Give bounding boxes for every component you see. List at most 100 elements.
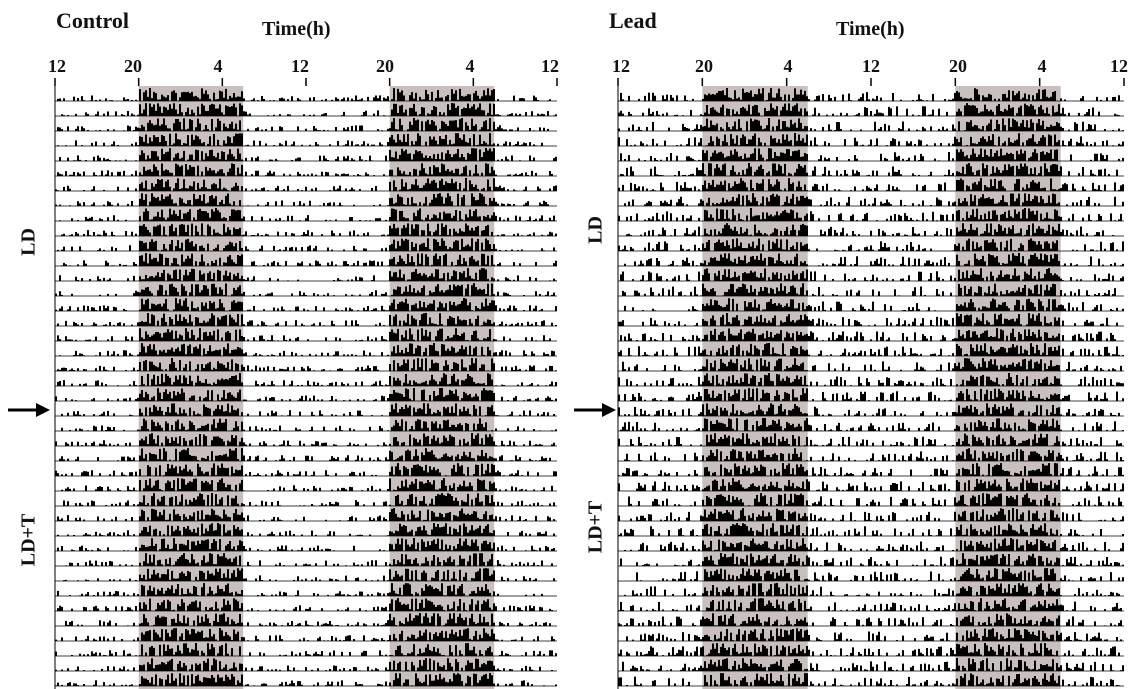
activity-bars (620, 328, 1116, 341)
dark-phase-band (138, 86, 244, 689)
day-row (618, 523, 1124, 537)
day-row (55, 238, 557, 252)
day-row (55, 163, 557, 177)
activity-bars (55, 388, 557, 401)
activity-bars (618, 433, 1122, 446)
day-row (618, 133, 1124, 147)
day-row (55, 583, 557, 597)
day-row (618, 538, 1124, 552)
activity-bars (57, 598, 553, 611)
activity-bars (57, 238, 555, 251)
x-tick-label: 12 (48, 56, 66, 76)
day-row (618, 208, 1124, 222)
activity-bars (620, 148, 1124, 161)
activity-bars (57, 118, 549, 131)
x-tick-label: 20 (376, 56, 394, 76)
activity-bars (618, 178, 1124, 191)
activity-bars (55, 643, 557, 656)
day-row (618, 673, 1124, 687)
day-row (55, 388, 557, 402)
activity-bars (618, 313, 1118, 326)
day-row (55, 223, 557, 237)
activity-bars (618, 673, 1120, 686)
activity-bars (624, 583, 1120, 596)
day-row (55, 418, 557, 432)
day-row (618, 358, 1124, 372)
activity-bars (626, 223, 1114, 236)
day-row (618, 553, 1124, 567)
activity-bars (618, 133, 1124, 146)
activity-bars (624, 253, 1124, 266)
activity-bars (624, 193, 1124, 206)
x-tick-label: 20 (695, 56, 713, 76)
activity-bars (59, 268, 557, 281)
day-row (618, 373, 1124, 387)
activity-bars (55, 298, 557, 311)
x-tick-label: 4 (783, 56, 793, 76)
activity-bars (618, 343, 1124, 356)
activity-bars (61, 478, 553, 491)
dark-phase-band (702, 86, 808, 689)
activity-bars (620, 418, 1124, 431)
day-row (618, 118, 1124, 132)
activity-bars (61, 253, 557, 266)
day-row (618, 253, 1124, 267)
activity-bars (57, 328, 551, 341)
panel-title: Control (56, 8, 129, 33)
day-row (618, 313, 1124, 327)
activity-bars (55, 193, 549, 206)
activity-bars (618, 643, 1120, 656)
activity-bars (636, 568, 1124, 581)
activity-bars (57, 523, 555, 536)
day-row (55, 463, 557, 477)
activity-bars (65, 613, 551, 626)
day-row (55, 598, 557, 612)
day-row (55, 148, 557, 162)
x-tick-label: 4 (465, 56, 475, 76)
condition-label-ld-t: LD+T (17, 513, 40, 567)
activity-bars (618, 208, 1122, 221)
activity-bars (618, 478, 1124, 491)
activity-bars (624, 448, 1124, 461)
activity-bars (55, 628, 555, 641)
day-row (618, 643, 1124, 657)
day-row (55, 673, 557, 687)
activity-bars (628, 493, 1122, 506)
activity-bars (57, 373, 557, 386)
activity-bars (618, 103, 1120, 116)
x-tick-label: 12 (862, 56, 880, 76)
day-row (55, 118, 557, 132)
day-row (55, 658, 557, 672)
day-row (55, 523, 557, 537)
treatment-arrow-icon (8, 403, 50, 417)
x-axis-title: Time(h) (836, 18, 905, 40)
activity-bars (618, 613, 1122, 626)
activity-bars (620, 163, 1118, 176)
day-row (618, 238, 1124, 252)
day-row (55, 508, 557, 522)
activity-bars (61, 403, 555, 416)
activity-bars (59, 148, 557, 161)
day-row (55, 133, 557, 147)
day-row (618, 433, 1124, 447)
activity-bars (57, 133, 543, 146)
day-row (618, 388, 1124, 402)
activity-bars (59, 208, 555, 221)
activity-bars (57, 583, 543, 596)
activity-bars (57, 88, 551, 101)
activity-bars (618, 403, 1120, 416)
day-row (55, 88, 557, 102)
day-row (618, 418, 1124, 432)
condition-label-ld-t: LD+T (584, 500, 607, 554)
day-row (618, 628, 1124, 642)
day-row (618, 508, 1124, 522)
x-axis-title: Time(h) (262, 18, 331, 40)
day-row (55, 373, 557, 387)
x-tick-label: 4 (213, 56, 223, 76)
day-row (618, 88, 1124, 102)
activity-bars (57, 508, 555, 521)
day-row (55, 538, 557, 552)
day-row (618, 163, 1124, 177)
day-row (55, 478, 557, 492)
day-row (618, 148, 1124, 162)
